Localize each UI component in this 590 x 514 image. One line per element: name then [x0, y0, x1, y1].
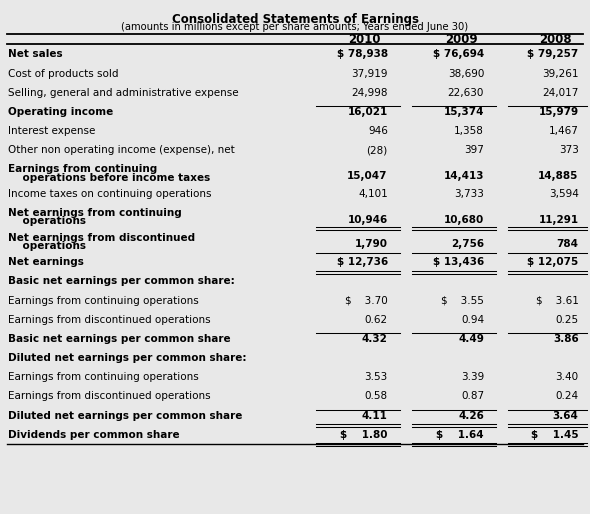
Text: Earnings from continuing operations: Earnings from continuing operations [8, 296, 199, 306]
Text: 24,998: 24,998 [351, 88, 388, 98]
Text: Net earnings from continuing: Net earnings from continuing [8, 208, 182, 218]
Text: $ 13,436: $ 13,436 [433, 257, 484, 267]
Text: 15,047: 15,047 [348, 171, 388, 181]
Text: $    3.55: $ 3.55 [441, 296, 484, 306]
Text: 2009: 2009 [445, 33, 477, 46]
Text: Net earnings from discontinued: Net earnings from discontinued [8, 233, 195, 243]
Text: 38,690: 38,690 [448, 68, 484, 79]
Text: $    1.80: $ 1.80 [340, 430, 388, 440]
Text: 0.58: 0.58 [365, 392, 388, 401]
Text: Selling, general and administrative expense: Selling, general and administrative expe… [8, 88, 239, 98]
Text: Dividends per common share: Dividends per common share [8, 430, 180, 440]
Text: 1,467: 1,467 [549, 126, 579, 136]
Text: 22,630: 22,630 [448, 88, 484, 98]
Text: 3.40: 3.40 [556, 372, 579, 382]
Text: 4,101: 4,101 [358, 189, 388, 199]
Text: 3,733: 3,733 [454, 189, 484, 199]
Text: 2008: 2008 [539, 33, 572, 46]
Text: Consolidated Statements of Earnings: Consolidated Statements of Earnings [172, 13, 418, 26]
Text: Diluted net earnings per common share: Diluted net earnings per common share [8, 411, 243, 420]
Text: 4.49: 4.49 [458, 334, 484, 344]
Text: Operating income: Operating income [8, 107, 114, 117]
Text: 373: 373 [559, 145, 579, 155]
Text: $ 78,938: $ 78,938 [337, 49, 388, 60]
Text: 0.62: 0.62 [365, 315, 388, 325]
Text: 784: 784 [556, 240, 579, 249]
Text: 0.25: 0.25 [556, 315, 579, 325]
Text: 24,017: 24,017 [542, 88, 579, 98]
Text: 37,919: 37,919 [351, 68, 388, 79]
Text: 10,946: 10,946 [348, 215, 388, 225]
Text: 0.24: 0.24 [556, 392, 579, 401]
Text: 3.39: 3.39 [461, 372, 484, 382]
Text: Net sales: Net sales [8, 49, 63, 60]
Text: $ 76,694: $ 76,694 [433, 49, 484, 60]
Text: 3,594: 3,594 [549, 189, 579, 199]
Text: (28): (28) [366, 145, 388, 155]
Text: Diluted net earnings per common share:: Diluted net earnings per common share: [8, 353, 247, 363]
Text: 15,374: 15,374 [444, 107, 484, 117]
Text: $ 12,736: $ 12,736 [336, 257, 388, 267]
Text: Net earnings: Net earnings [8, 257, 84, 267]
Text: $    3.61: $ 3.61 [536, 296, 579, 306]
Text: 3.86: 3.86 [553, 334, 579, 344]
Text: 10,680: 10,680 [444, 215, 484, 225]
Text: $    1.45: $ 1.45 [531, 430, 579, 440]
Text: 39,261: 39,261 [542, 68, 579, 79]
Text: 4.26: 4.26 [458, 411, 484, 420]
Text: 15,979: 15,979 [539, 107, 579, 117]
Text: Basic net earnings per common share:: Basic net earnings per common share: [8, 277, 235, 286]
Text: 0.94: 0.94 [461, 315, 484, 325]
Text: Income taxes on continuing operations: Income taxes on continuing operations [8, 189, 212, 199]
Text: 0.87: 0.87 [461, 392, 484, 401]
Text: Earnings from continuing operations: Earnings from continuing operations [8, 372, 199, 382]
Text: $ 12,075: $ 12,075 [527, 257, 579, 267]
Text: Earnings from discontinued operations: Earnings from discontinued operations [8, 315, 211, 325]
Text: 1,790: 1,790 [355, 240, 388, 249]
Text: 2,756: 2,756 [451, 240, 484, 249]
Text: 1,358: 1,358 [454, 126, 484, 136]
Text: operations: operations [8, 241, 87, 251]
Text: 3.64: 3.64 [553, 411, 579, 420]
Text: 11,291: 11,291 [539, 215, 579, 225]
Text: 14,885: 14,885 [538, 171, 579, 181]
Text: $ 79,257: $ 79,257 [527, 49, 579, 60]
Text: Cost of products sold: Cost of products sold [8, 68, 119, 79]
Text: Earnings from discontinued operations: Earnings from discontinued operations [8, 392, 211, 401]
Text: operations: operations [8, 216, 87, 226]
Text: Other non operating income (expense), net: Other non operating income (expense), ne… [8, 145, 235, 155]
Text: Basic net earnings per common share: Basic net earnings per common share [8, 334, 231, 344]
Text: 2010: 2010 [348, 33, 381, 46]
Text: 16,021: 16,021 [348, 107, 388, 117]
Text: 4.11: 4.11 [362, 411, 388, 420]
Text: 946: 946 [368, 126, 388, 136]
Text: (amounts in millions except per share amounts; Years ended June 30): (amounts in millions except per share am… [122, 22, 468, 32]
Text: Interest expense: Interest expense [8, 126, 96, 136]
Text: $    1.64: $ 1.64 [437, 430, 484, 440]
Text: Earnings from continuing: Earnings from continuing [8, 164, 158, 174]
Text: operations before income taxes: operations before income taxes [8, 173, 211, 182]
Text: 397: 397 [464, 145, 484, 155]
Text: 3.53: 3.53 [365, 372, 388, 382]
Text: 14,413: 14,413 [444, 171, 484, 181]
Text: 4.32: 4.32 [362, 334, 388, 344]
Text: $    3.70: $ 3.70 [345, 296, 388, 306]
